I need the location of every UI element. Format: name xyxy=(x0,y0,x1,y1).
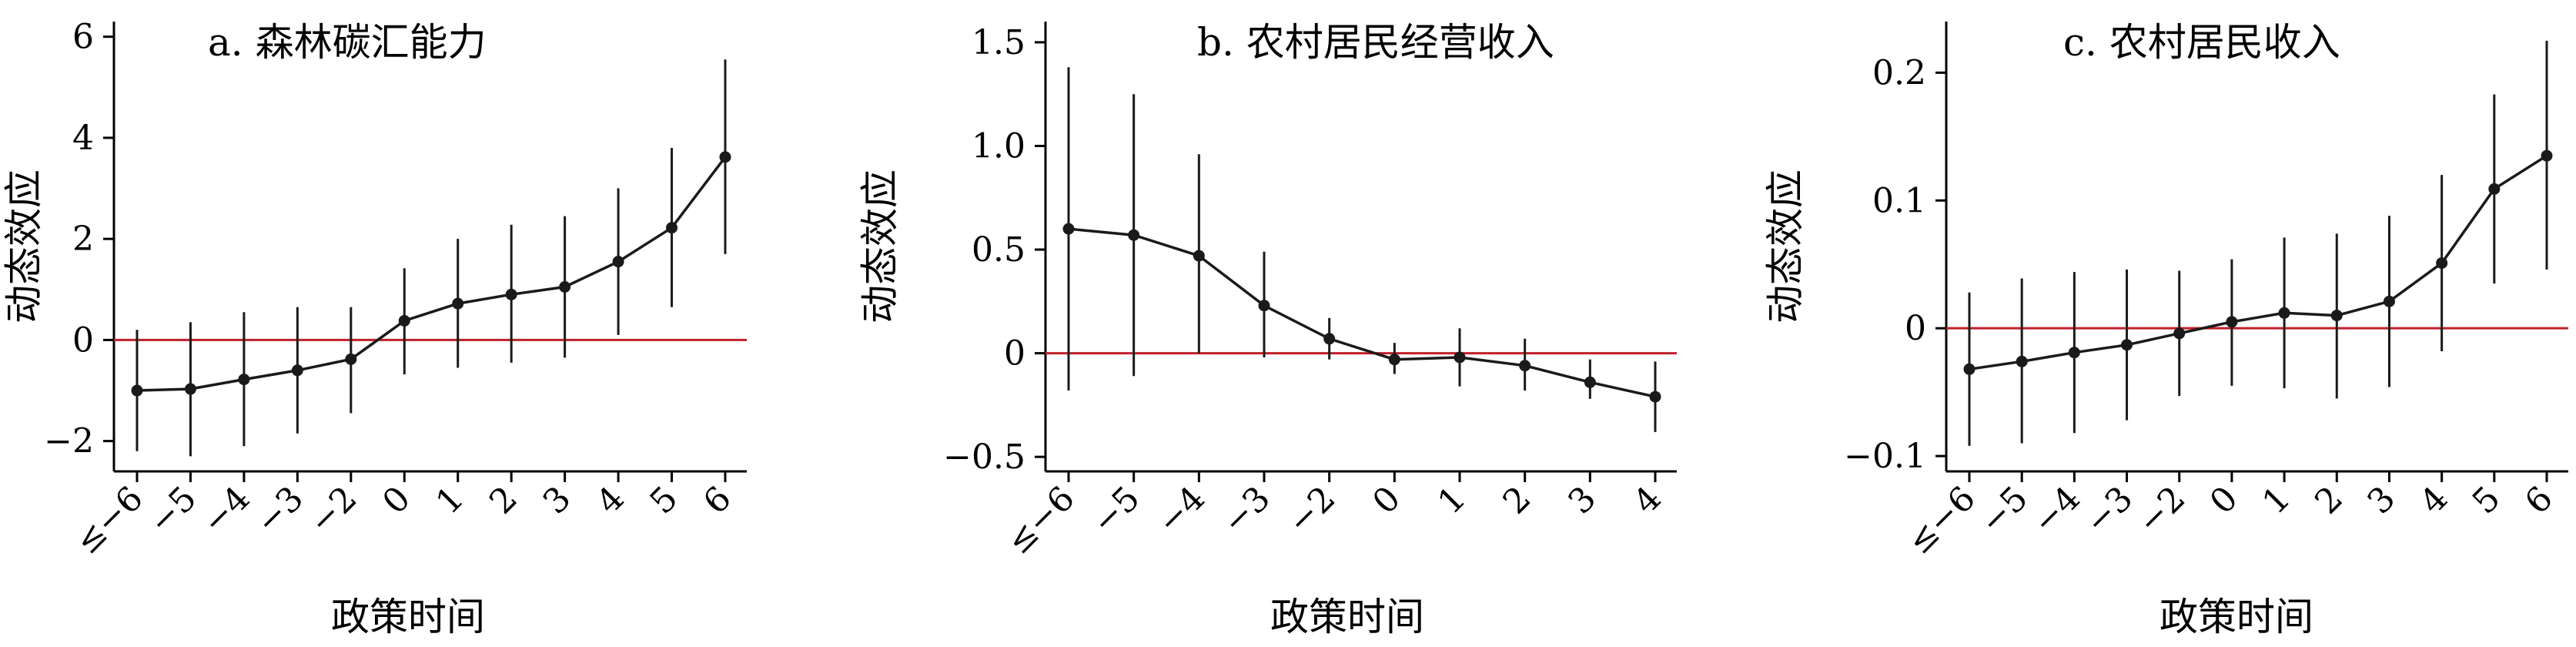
data-point xyxy=(2278,307,2290,319)
x-tick-label: 1 xyxy=(429,479,472,522)
y-tick-label: 0 xyxy=(1004,334,1025,374)
data-point xyxy=(1519,360,1531,372)
x-axis-title: 政策时间 xyxy=(1270,595,1424,639)
x-tick-label: −3 xyxy=(248,479,311,542)
y-tick-label: 0.5 xyxy=(972,230,1025,270)
x-tick-label: ≤−6 xyxy=(1900,479,1983,562)
y-axis-title: 动态效应 xyxy=(2,169,46,324)
data-point xyxy=(184,383,196,395)
y-tick-label: 0 xyxy=(72,320,94,360)
x-tick-label: 4 xyxy=(589,479,632,522)
data-point xyxy=(1584,376,1596,388)
x-tick-label: 5 xyxy=(642,479,685,522)
chart-title: c. 农村居民收入 xyxy=(2063,20,2340,65)
x-tick-label: 0 xyxy=(1365,479,1408,522)
x-tick-label: −3 xyxy=(2077,479,2140,542)
chart-title: b. 农村居民经营收入 xyxy=(1197,20,1554,65)
x-tick-label: 6 xyxy=(2517,479,2561,522)
x-tick-label: −4 xyxy=(195,479,258,542)
data-point xyxy=(2016,355,2028,367)
data-point xyxy=(2173,327,2186,340)
x-tick-label: −5 xyxy=(1972,479,2036,542)
x-tick-label: 1 xyxy=(1430,479,1474,522)
data-point xyxy=(398,314,410,327)
data-point xyxy=(1128,229,1140,241)
x-tick-label: −5 xyxy=(141,479,204,542)
data-point xyxy=(2121,339,2133,351)
series-line xyxy=(1969,154,2548,371)
data-point xyxy=(131,384,143,397)
data-point xyxy=(1963,363,1975,375)
series-line xyxy=(1068,227,1656,398)
x-tick-label: ≤−6 xyxy=(999,479,1082,562)
chart-title: a. 森林碳汇能力 xyxy=(208,20,487,65)
data-point xyxy=(1454,351,1466,364)
x-tick-label: 3 xyxy=(2360,479,2403,522)
y-tick-label: 0 xyxy=(1905,309,1926,348)
data-point xyxy=(559,280,571,293)
data-point xyxy=(2488,183,2501,195)
y-tick-label: −0.1 xyxy=(1844,437,1926,476)
x-tick-label: −5 xyxy=(1085,479,1148,542)
y-tick-label: 1.5 xyxy=(972,23,1025,62)
data-point xyxy=(2436,257,2448,270)
y-tick-label: −0.5 xyxy=(943,437,1025,477)
y-axis-title: 动态效应 xyxy=(858,169,902,324)
x-tick-label: 4 xyxy=(2413,479,2456,522)
x-tick-label: 0 xyxy=(2203,479,2246,522)
data-point xyxy=(719,151,731,163)
x-tick-label: 2 xyxy=(482,479,525,522)
data-point xyxy=(2068,347,2080,359)
x-tick-label: −4 xyxy=(1149,479,1213,542)
x-axis-title: 政策时间 xyxy=(2159,595,2313,639)
x-tick-label: 4 xyxy=(1626,479,1669,522)
y-tick-label: 6 xyxy=(72,18,94,57)
x-axis-title: 政策时间 xyxy=(331,595,485,639)
x-tick-label: −4 xyxy=(2025,479,2088,542)
data-point xyxy=(1062,223,1075,235)
data-point xyxy=(666,222,678,234)
y-tick-label: 1.0 xyxy=(972,126,1025,166)
x-tick-label: 6 xyxy=(696,479,739,522)
data-point xyxy=(1258,300,1270,312)
y-tick-label: 4 xyxy=(72,119,94,158)
x-tick-label: −3 xyxy=(1215,479,1278,542)
x-tick-label: −2 xyxy=(1280,479,1343,542)
x-tick-label: −2 xyxy=(302,479,365,542)
y-tick-label: 0.1 xyxy=(1872,181,1926,220)
data-point xyxy=(2383,295,2395,307)
x-tick-label: 2 xyxy=(1496,479,1539,522)
data-point xyxy=(1323,333,1336,345)
x-tick-label: 0 xyxy=(375,479,418,522)
data-point xyxy=(1649,391,1661,403)
data-point xyxy=(291,364,303,377)
data-point xyxy=(612,256,624,268)
x-tick-label: −2 xyxy=(2130,479,2193,542)
data-point xyxy=(505,288,517,300)
x-tick-label: 3 xyxy=(536,479,579,522)
x-tick-label: 5 xyxy=(2465,479,2508,522)
data-point xyxy=(1388,354,1400,366)
series-line xyxy=(136,156,727,392)
y-tick-label: 0.2 xyxy=(1872,53,1926,92)
x-tick-label: 1 xyxy=(2255,479,2298,522)
data-point xyxy=(2226,316,2238,328)
data-point xyxy=(2330,310,2343,322)
x-tick-label: 2 xyxy=(2307,479,2350,522)
x-tick-label: ≤−6 xyxy=(68,479,151,562)
y-tick-label: 2 xyxy=(72,220,94,259)
data-point xyxy=(345,353,357,365)
y-axis-title: 动态效应 xyxy=(1763,169,1808,324)
data-point xyxy=(2541,149,2553,162)
y-tick-label: −2 xyxy=(44,422,94,461)
x-tick-label: 3 xyxy=(1561,479,1604,522)
data-point xyxy=(238,374,250,386)
data-point xyxy=(1193,250,1205,262)
data-point xyxy=(452,297,464,310)
